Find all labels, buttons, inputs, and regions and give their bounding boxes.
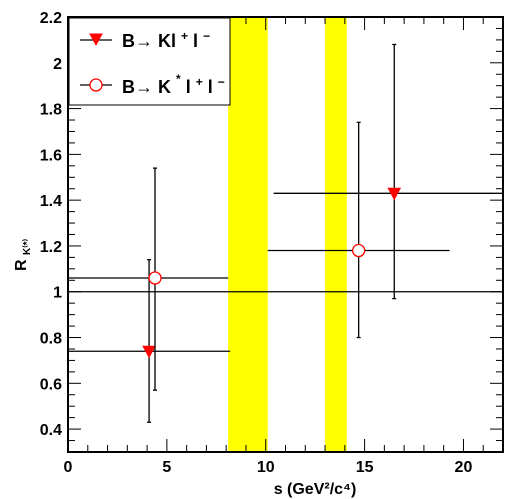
legend-marker-circle — [89, 78, 103, 92]
legend-label-b-kstar-ll: B→ K * l + l − — [122, 67, 225, 97]
legend-label-b-kstar-ll-pre: B→ K — [122, 77, 171, 97]
x-tick-label: 10 — [257, 459, 275, 476]
x-tick-label: 5 — [162, 459, 171, 476]
y-tick-label: 2 — [53, 56, 62, 73]
legend-label-b-kll: B→ Kl + l − — [122, 24, 210, 51]
legend-entry-b-kll: B→ Kl + l − — [80, 24, 210, 51]
y-tick-label: 1.2 — [40, 239, 62, 256]
x-tick-label: 0 — [64, 459, 73, 476]
marker-triangle-s0-p0 — [142, 345, 156, 359]
x-tick-label: 20 — [455, 459, 473, 476]
legend-label-b-kll-sup2: − — [203, 29, 210, 43]
y-tick-label: 0.4 — [40, 422, 62, 439]
x-tick-label: 15 — [356, 459, 374, 476]
y-tick-label: 1.4 — [40, 193, 62, 210]
y-axis-title-main: R — [13, 259, 30, 271]
vetoed-band-1 — [325, 17, 347, 452]
legend-label-b-kstar-ll-sup1: + — [196, 75, 203, 89]
x-axis: 0 5 10 15 20 — [64, 17, 504, 476]
y-tick-label: 1.8 — [40, 102, 62, 119]
y-tick-label: 0.8 — [40, 331, 62, 348]
legend-label-b-kll-sup1: + — [181, 29, 188, 43]
legend-label-b-kstar-ll-mid: l — [208, 77, 213, 97]
data-points — [68, 43, 503, 423]
y-axis-title: R K⁽*⁾ — [13, 238, 33, 271]
legend-label-b-kstar-ll-mid0: l — [186, 77, 191, 97]
marker-circle-s1-p0 — [148, 271, 162, 285]
y-tick-label: 0.6 — [40, 376, 62, 393]
legend: B→ Kl + l − B→ K * l + l − — [68, 17, 231, 106]
y-tick-label: 1 — [53, 285, 62, 302]
y-tick-label: 2.2 — [40, 10, 62, 27]
x-axis-title: s (GeV²/c⁴) — [274, 481, 357, 498]
legend-label-b-kll-mid: l — [193, 31, 198, 51]
svg-text:R K⁽*⁾: R K⁽*⁾ — [13, 238, 33, 271]
y-axis: 0.4 0.6 0.8 1 1.2 1.4 1.6 1.8 2 2.2 — [40, 10, 503, 453]
vetoed-regions — [228, 17, 347, 452]
marker-triangle-s0-p1 — [387, 187, 402, 201]
y-axis-title-subscript: K⁽*⁾ — [22, 238, 33, 255]
vetoed-band-0 — [228, 17, 268, 452]
legend-label-b-kstar-ll-sup2: − — [218, 75, 225, 89]
legend-label-b-kstar-ll-sup0: * — [176, 72, 181, 86]
y-tick-label: 1.6 — [40, 147, 62, 164]
legend-marker-triangle — [89, 33, 103, 47]
legend-entry-b-kstar-ll: B→ K * l + l − — [80, 67, 225, 97]
marker-circle-s1-p1 — [352, 243, 366, 258]
legend-label-b-kll-pre: B→ Kl — [122, 31, 176, 51]
